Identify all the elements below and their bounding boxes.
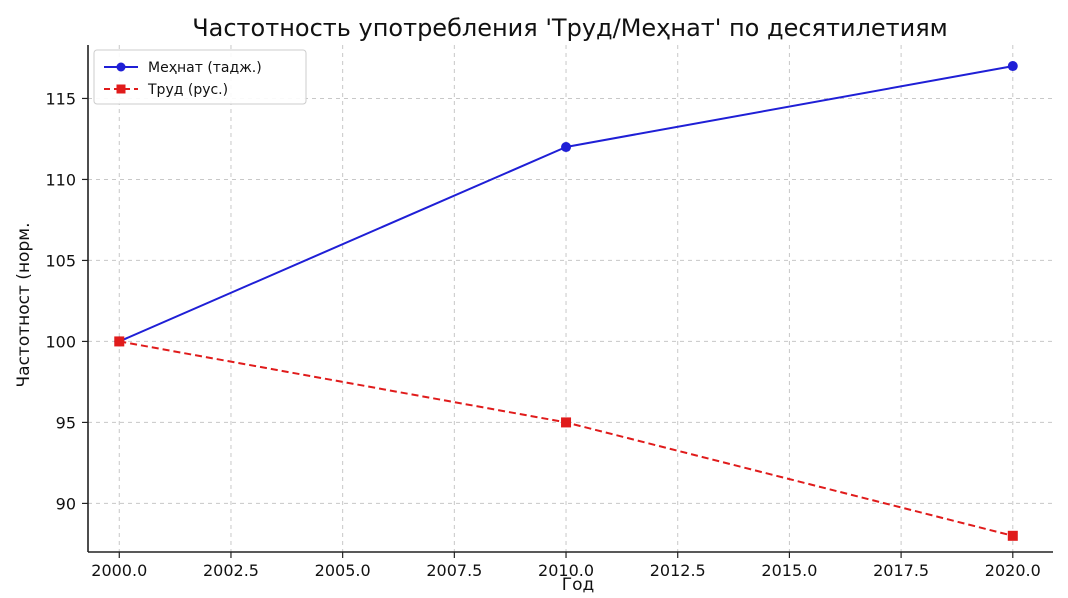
grid [88,45,1053,552]
x-tick-label: 2017.5 [873,561,929,580]
series-2-point [1007,530,1018,541]
y-tick-label: 90 [56,494,76,513]
chart-title: Частотность употребления 'Труд/Меҳнат' п… [192,14,948,42]
series-1-point [1007,61,1018,72]
series-1-point [561,142,572,153]
y-tick-label: 110 [45,170,76,189]
series [114,61,1018,541]
legend-box [93,49,307,105]
legend-entry-1: Меҳнат (тадж.) [104,60,262,76]
ticks: 2000.0 2002.5 2005.0 2007.5 2010.0 2012.5 2015… [45,89,1040,580]
x-tick-label: 2010.0 [538,561,594,580]
x-tick-label: 2007.5 [426,561,482,580]
legend-marker [116,84,126,94]
legend-label: Труд (рус.) [147,82,228,98]
y-tick-label: 115 [45,89,76,108]
y-tick-label: 100 [45,332,76,351]
legend-label: Меҳнат (тадж.) [148,60,262,76]
series-line-1 [118,65,1013,343]
legend-marker [116,62,126,72]
x-tick-label: 2015.0 [761,561,817,580]
x-axis-label: Год [562,575,595,594]
x-tick-label: 2020.0 [985,561,1041,580]
y-tick-label: 95 [56,413,76,432]
series-2-point [114,336,125,347]
series-2-point [561,417,572,428]
x-tick-label: 2005.0 [315,561,371,580]
axes [87,45,1053,553]
x-tick-label: 2012.5 [650,561,706,580]
legend: Меҳнат (тадж.) Труд (рус.) [93,49,307,105]
y-axis-label: Частотност (норм. [14,223,34,388]
legend-entry-2: Труд (рус.) [104,82,228,98]
x-tick-label: 2002.5 [203,561,259,580]
x-tick-label: 2000.0 [91,561,147,580]
y-tick-label: 105 [45,251,76,270]
